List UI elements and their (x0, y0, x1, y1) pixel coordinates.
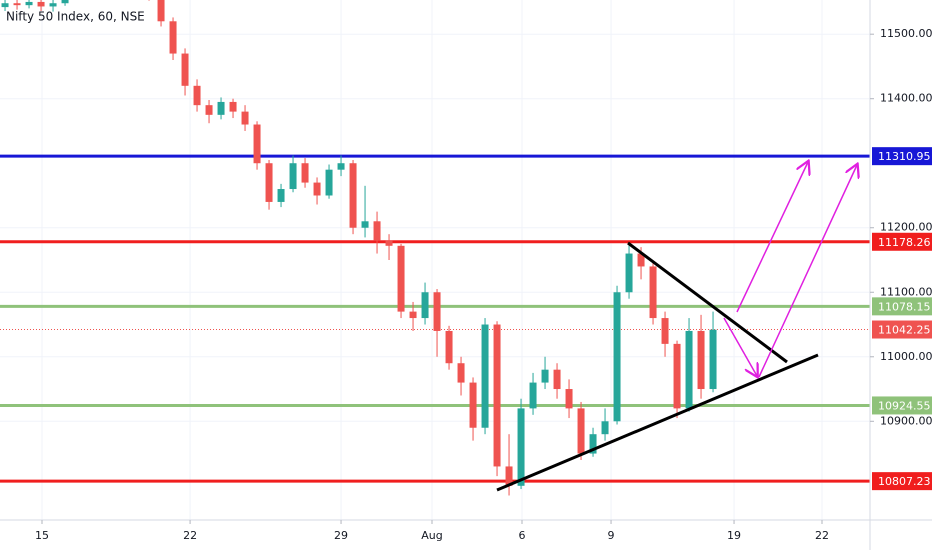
candle-body (229, 101, 237, 112)
x-tick-label: 6 (519, 529, 526, 542)
candle-body (1, 3, 9, 8)
candles (1, 0, 717, 496)
candle-body (457, 363, 465, 383)
y-tick-label: 11100.00 (880, 285, 932, 298)
candle-body (181, 53, 189, 86)
chart-title: Nifty 50 Index, 60, NSE (6, 10, 145, 24)
candle-body (61, 0, 69, 4)
candle-body (169, 21, 177, 54)
level-label: 11178.26 (878, 236, 931, 249)
x-tick-label: 15 (35, 529, 49, 542)
candle-body (277, 189, 285, 202)
candle-body (421, 292, 429, 319)
candle-body (433, 292, 441, 331)
arrow (758, 165, 857, 378)
candle-body (613, 292, 621, 422)
candle-body (529, 382, 537, 409)
arrow (736, 162, 808, 313)
candle-body (325, 169, 333, 196)
x-tick-label: 19 (727, 529, 741, 542)
candle-body (673, 343, 681, 409)
candle-body (445, 330, 453, 364)
candle-body (349, 163, 357, 228)
candle-body (37, 1, 45, 7)
candle-body (49, 3, 57, 7)
candle-body (637, 253, 645, 267)
candle-body (517, 408, 525, 486)
candle-body (253, 124, 261, 164)
candle-body (469, 382, 477, 428)
candle-body (553, 369, 561, 390)
candle-body (661, 318, 669, 344)
trend-line (627, 241, 788, 364)
level-label-bg (872, 472, 932, 491)
grid (0, 0, 870, 520)
arrow (723, 317, 757, 376)
level-label: 11310.95 (878, 150, 931, 163)
y-tick-label: 10900.00 (880, 414, 932, 427)
candle-body (241, 111, 249, 125)
candle-body (565, 389, 573, 409)
candle-body (205, 105, 213, 115)
y-tick-label: 11200.00 (880, 221, 932, 234)
candle-body (709, 329, 717, 390)
candle-body (13, 3, 21, 6)
candle-body (301, 163, 309, 183)
candle-body (409, 311, 417, 319)
level-label: 11042.25 (878, 324, 931, 337)
candle-body (697, 330, 705, 390)
y-tick-label: 11400.00 (880, 92, 932, 105)
candle-body (505, 466, 513, 486)
candle-body (589, 434, 597, 454)
candle-body (541, 369, 549, 383)
level-label: 11078.15 (878, 300, 931, 313)
x-tick-label: 22 (815, 529, 829, 542)
candle-body (649, 266, 657, 319)
candle-body (577, 408, 585, 454)
candle-body (397, 245, 405, 312)
candle-body (313, 182, 321, 196)
y-tick-label: 11000.00 (880, 350, 932, 363)
level-label-bg (872, 147, 932, 166)
axes: 10900.00 11000.00 11100.00 11200.00 11400.00… (35, 27, 932, 542)
candle-body (361, 221, 369, 228)
candle-body (493, 324, 501, 467)
level-label-bg (872, 320, 932, 339)
x-tick-label: 9 (608, 529, 615, 542)
candle-body (25, 1, 33, 6)
candle-body (265, 163, 273, 202)
candle-body (337, 163, 345, 170)
candle-body (373, 221, 381, 241)
level-label-bg (872, 232, 932, 251)
level-label-bg (872, 297, 932, 316)
candle-body (385, 240, 393, 246)
candle-body (685, 330, 693, 409)
candle-body (157, 0, 165, 22)
candle-body (601, 421, 609, 435)
y-tick-label: 11500.00 (880, 27, 932, 40)
drawings (496, 162, 857, 492)
x-tick-label: Aug (421, 529, 442, 542)
candle-body (193, 85, 201, 106)
candle-body (625, 253, 633, 293)
candle-body (481, 324, 489, 428)
candle-body (217, 101, 225, 115)
x-tick-label: 22 (183, 529, 197, 542)
trend-line (496, 353, 819, 492)
x-tick-label: 29 (334, 529, 348, 542)
level-label: 10807.23 (878, 475, 931, 488)
level-label: 10924.55 (878, 399, 931, 412)
candle-body (289, 163, 297, 190)
level-label-bg (872, 396, 932, 415)
